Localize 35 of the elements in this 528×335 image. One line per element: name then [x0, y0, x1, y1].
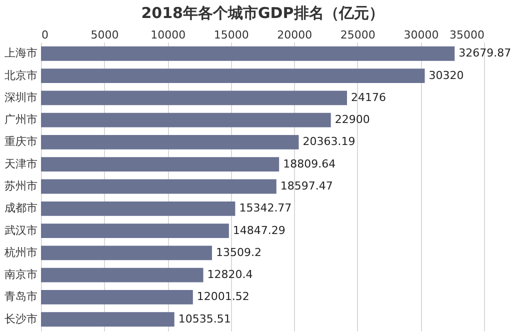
y-tick-label: 青岛市: [4, 290, 38, 304]
x-tick-label: 35000: [450, 28, 484, 42]
data-label: 13509.2: [216, 246, 262, 259]
data-label: 12001.52: [196, 290, 250, 304]
y-tick-label: 北京市: [4, 68, 38, 82]
data-label: 20363.19: [302, 135, 356, 148]
y-tick-label: 深圳市: [4, 90, 38, 104]
x-tick-label: 20000: [277, 28, 312, 42]
y-tick-label: 广州市: [4, 113, 38, 126]
y-tick-label: 长沙市: [4, 312, 38, 326]
x-tick-label: 5000: [90, 28, 119, 42]
x-tick-label: 30000: [404, 28, 439, 42]
y-tick-label: 杭州市: [4, 246, 38, 259]
y-tick-label: 成都市: [4, 202, 38, 215]
y-tick-label: 苏州市: [4, 180, 38, 192]
data-label: 14847.29: [232, 224, 286, 237]
chart-title: 2018年各个城市GDP排名（亿元）: [141, 4, 384, 22]
data-label: 12820.4: [207, 268, 253, 282]
data-label: 18597.47: [280, 180, 333, 192]
y-tick-label: 天津市: [4, 157, 38, 170]
data-label: 10535.51: [178, 312, 231, 326]
y-tick-label: 重庆市: [4, 135, 38, 148]
data-label: 22900: [334, 113, 370, 126]
x-tick-label: 25000: [340, 28, 376, 42]
x-tick-label: 0: [42, 28, 48, 42]
data-label: 30320: [428, 68, 464, 82]
y-tick-label: 武汉市: [4, 224, 38, 237]
data-label: 15342.77: [239, 202, 292, 215]
data-label: 18809.64: [283, 157, 336, 170]
data-label: 24176: [351, 90, 386, 104]
x-tick-label: 15000: [214, 28, 249, 42]
data-label: 32679.87: [458, 46, 512, 60]
y-tick-label: 上海市: [4, 46, 38, 60]
y-tick-label: 南京市: [4, 268, 38, 282]
x-tick-label: 10000: [150, 28, 186, 42]
